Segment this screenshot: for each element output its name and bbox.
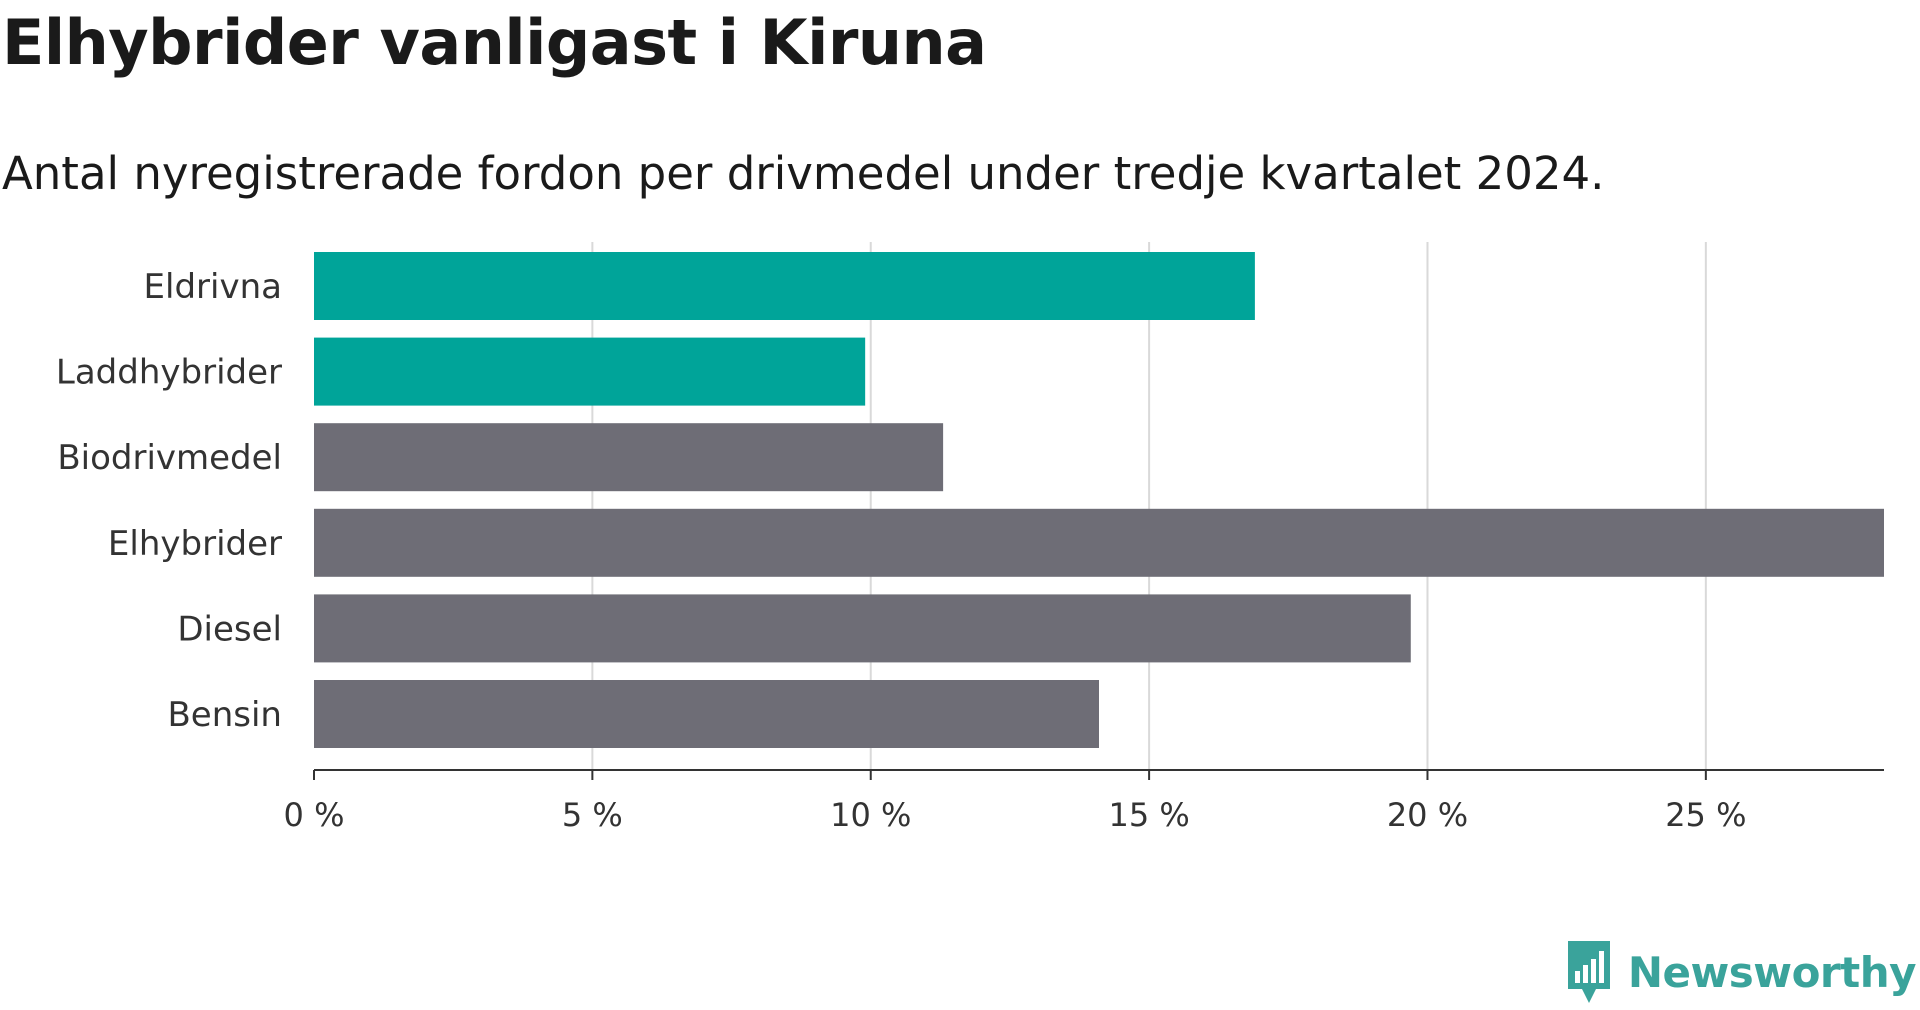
x-tick-label: 5 % [562, 796, 623, 834]
x-tick-label: 15 % [1108, 796, 1189, 834]
category-label: Diesel [177, 609, 282, 649]
newsworthy-logo-icon [1567, 941, 1610, 1003]
brand-logo: Newsworthy [1564, 934, 1917, 1010]
category-labels: Eldrivna Laddhybrider Biodrivmedel Elhybrid… [56, 267, 282, 735]
category-label: Biodrivmedel [57, 438, 282, 478]
bar [314, 594, 1411, 663]
chart-subtitle: Antal nyregistrerade fordon per drivmede… [2, 147, 1605, 200]
bar [314, 680, 1099, 748]
bar [314, 252, 1255, 320]
bar [314, 337, 866, 406]
category-label: Bensin [167, 695, 282, 735]
x-tick-label: 20 % [1387, 796, 1468, 834]
category-label: Laddhybrider [56, 353, 282, 393]
category-label: Eldrivna [144, 267, 282, 307]
x-axis: 0 % 5 % 10 % 15 % 20 % 25 % [284, 769, 1884, 834]
bar [314, 423, 944, 492]
category-label: Elhybrider [108, 524, 282, 564]
x-tick-label: 0 % [284, 796, 345, 834]
x-tick-label: 25 % [1665, 796, 1746, 834]
bar-chart: Eldrivna Laddhybrider Biodrivmedel Elhybrid… [56, 242, 1884, 834]
brand-name: Newsworthy [1627, 947, 1917, 997]
bar [314, 508, 1884, 577]
bars [314, 252, 1884, 748]
chart-title: Elhybrider vanligast i Kiruna [2, 6, 987, 79]
x-tick-label: 10 % [830, 796, 911, 834]
